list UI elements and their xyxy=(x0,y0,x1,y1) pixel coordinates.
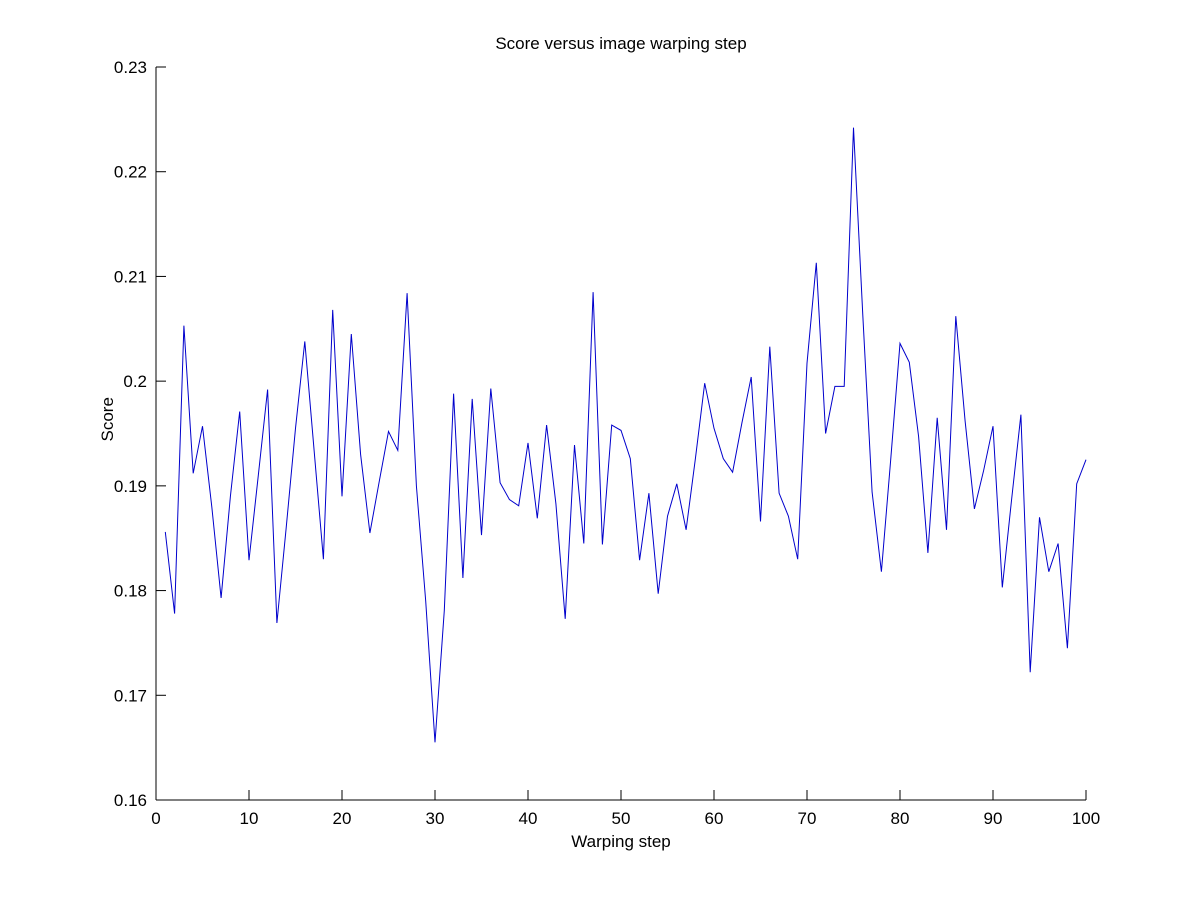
y-tick-label: 0.22 xyxy=(114,163,147,182)
x-tick-label: 30 xyxy=(426,809,445,828)
x-tick-label: 80 xyxy=(891,809,910,828)
x-tick-label: 0 xyxy=(151,809,160,828)
x-tick-label: 70 xyxy=(798,809,817,828)
x-tick-label: 50 xyxy=(612,809,631,828)
x-tick-label: 10 xyxy=(240,809,259,828)
y-tick-label: 0.19 xyxy=(114,477,147,496)
y-tick-label: 0.17 xyxy=(114,686,147,705)
x-tick-label: 100 xyxy=(1072,809,1100,828)
x-tick-label: 90 xyxy=(984,809,1003,828)
x-tick-label: 40 xyxy=(519,809,538,828)
y-tick-label: 0.23 xyxy=(114,58,147,77)
chart-title: Score versus image warping step xyxy=(495,34,747,53)
x-tick-label: 60 xyxy=(705,809,724,828)
data-line xyxy=(164,127,1087,743)
x-tick-label: 20 xyxy=(333,809,352,828)
y-axis-label: Score xyxy=(98,397,117,442)
y-tick-label: 0.16 xyxy=(114,791,147,810)
y-tick-label: 0.18 xyxy=(114,582,147,601)
y-tick-label: 0.21 xyxy=(114,267,147,286)
y-tick-label: 0.2 xyxy=(123,372,147,391)
x-axis-label: Warping step xyxy=(571,832,671,851)
